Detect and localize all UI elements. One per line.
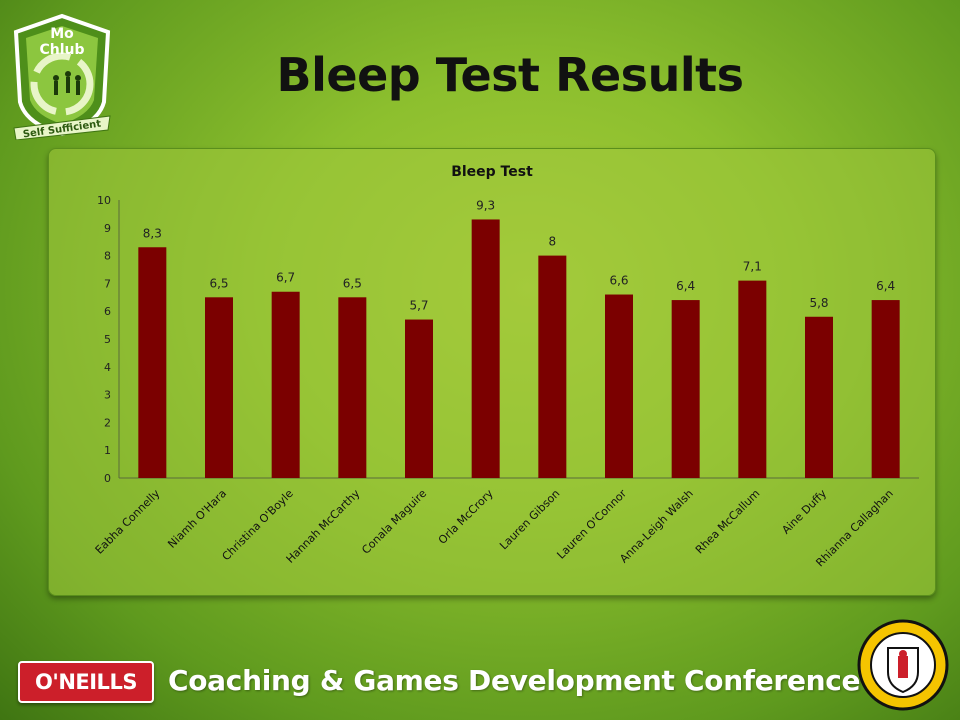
x-category-label: Lauren O'Connor — [554, 487, 629, 562]
bar-data-label: 6,5 — [209, 276, 228, 290]
bar-data-label: 7,1 — [743, 260, 762, 274]
bar-data-label: 6,4 — [676, 279, 695, 293]
bar — [271, 291, 300, 478]
x-category-label: Eabha Connelly — [93, 487, 163, 557]
x-category-label: Aine Duffy — [779, 487, 829, 537]
bar — [405, 319, 433, 478]
y-tick-label: 5 — [104, 333, 111, 346]
bar — [205, 297, 233, 478]
logo-top-text: Mo Chlub — [39, 26, 85, 58]
x-category-label: Anna-Leigh Walsh — [617, 487, 696, 566]
chart-title: Bleep Test — [451, 164, 533, 180]
bar-data-label: 6,4 — [876, 279, 895, 293]
y-tick-label: 4 — [104, 361, 111, 374]
bar-data-label: 6,6 — [609, 274, 628, 288]
y-tick-label: 0 — [104, 472, 111, 485]
oneills-brand-logo: O'NEILLS — [18, 661, 154, 703]
bar-data-label: 6,5 — [343, 276, 362, 290]
bar-data-label: 8 — [549, 235, 557, 249]
bar — [738, 280, 767, 478]
y-axis-ticks: 0 1 2 3 4 5 6 7 8 9 10 — [97, 194, 111, 485]
bar — [671, 300, 700, 478]
footer-conference-title: Coaching & Games Development Conference — [168, 664, 861, 697]
x-category-label: Rhea McCallum — [693, 487, 763, 557]
mo-chlub-logo: Mo Chlub Self Sufficient — [8, 12, 116, 141]
x-category-label: Niamh O'Hara — [165, 487, 229, 551]
bar — [538, 255, 567, 478]
y-tick-label: 3 — [104, 389, 111, 402]
x-category-label: Lauren Gibson — [497, 487, 562, 552]
y-tick-label: 7 — [104, 277, 111, 290]
gaa-ulster-crest — [856, 618, 950, 712]
bar-chart: Bleep Test 0 1 2 3 4 5 6 7 8 9 10 8,3 6,5 6,7 6,5 5,7 9… — [93, 164, 919, 570]
y-tick-label: 6 — [104, 305, 111, 318]
x-category-label: Christina O'Boyle — [220, 487, 296, 563]
x-category-label: Conala Maguire — [359, 487, 429, 557]
bar — [138, 247, 167, 478]
y-tick-label: 2 — [104, 416, 111, 429]
bar — [871, 300, 900, 478]
bar — [471, 219, 500, 478]
bar-data-label: 6,7 — [276, 271, 295, 285]
y-tick-label: 8 — [104, 250, 111, 263]
x-category-label: Orla McCrory — [436, 487, 496, 547]
y-tick-label: 9 — [104, 222, 111, 235]
bar — [338, 297, 367, 478]
bars-group — [138, 219, 900, 478]
bar-data-label: 5,8 — [809, 296, 828, 310]
bar-data-label: 8,3 — [143, 226, 162, 240]
page-title: Bleep Test Results — [276, 48, 744, 102]
y-tick-label: 10 — [97, 194, 111, 207]
y-tick-label: 1 — [104, 444, 111, 457]
bar — [805, 316, 833, 478]
bar-data-label: 9,3 — [476, 198, 495, 212]
x-category-label: Hannah McCarthy — [284, 487, 363, 566]
bar — [605, 294, 633, 478]
data-labels-group: 8,3 6,5 6,7 6,5 5,7 9,3 8 6,6 6,4 7,1 5,8 6,4 — [143, 198, 895, 312]
bar-data-label: 5,7 — [409, 299, 428, 313]
chart-card: Bleep Test 0 1 2 3 4 5 6 7 8 9 10 8,3 6,5 6,7 6,5 5,7 9… — [48, 148, 936, 596]
